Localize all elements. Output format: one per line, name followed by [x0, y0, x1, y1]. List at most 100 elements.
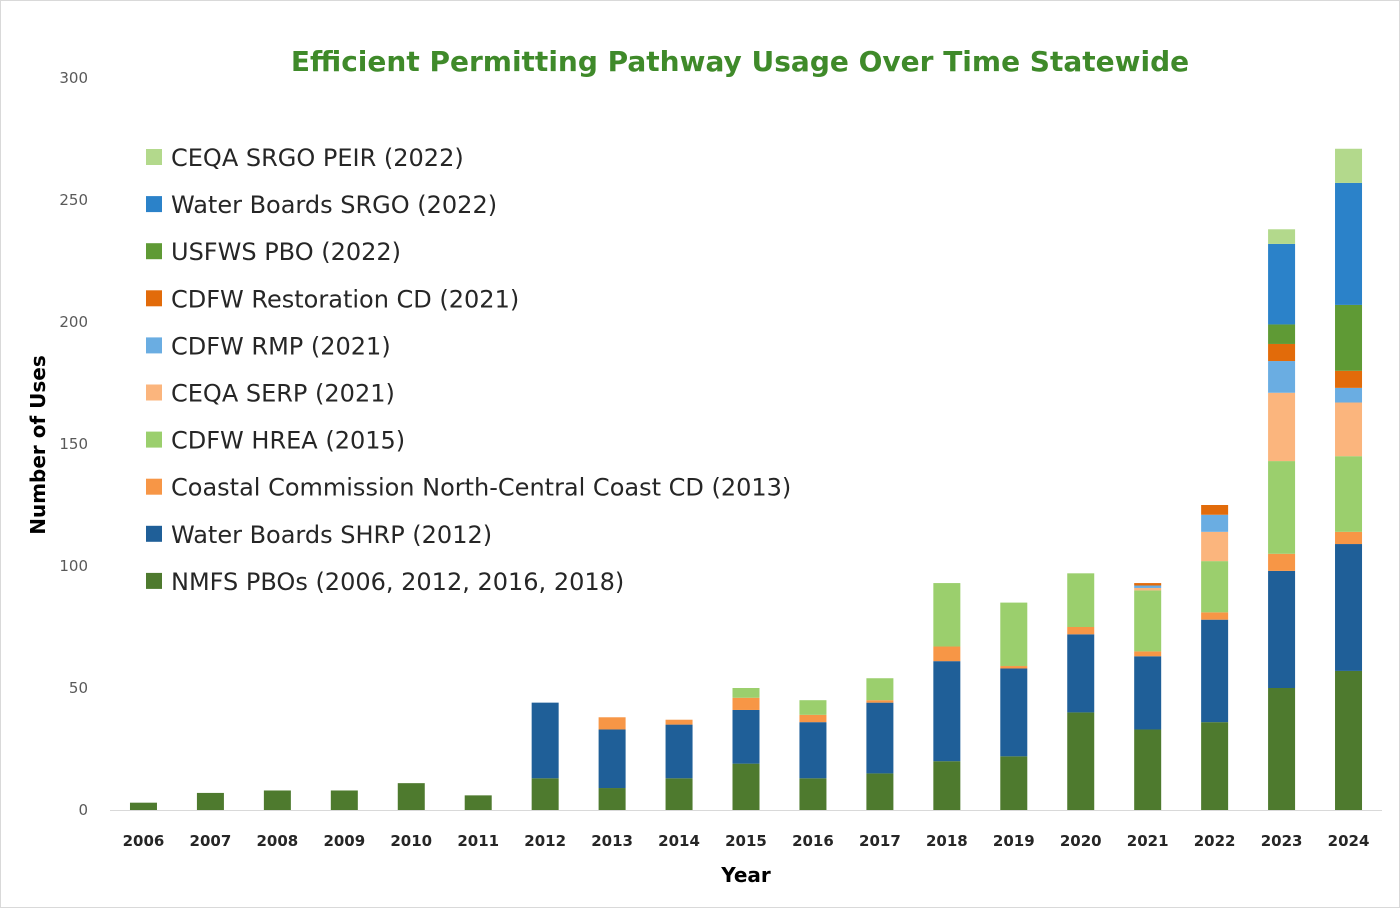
bar-segment-series-3 [665, 719, 693, 725]
legend-label: Coastal Commission North-Central Coast C… [171, 474, 791, 502]
bar-stack-2017 [866, 678, 894, 810]
bar-segment-series-3 [1268, 553, 1296, 571]
legend-label: NMFS PBOs (2006, 2012, 2016, 2018) [171, 568, 624, 596]
x-tick-label: 2006 [123, 832, 165, 850]
bar-segment-series-4 [799, 700, 827, 715]
x-tick-label: 2009 [323, 832, 365, 850]
bar-segment-series-1 [397, 783, 425, 810]
bar-segment-series-1 [263, 790, 291, 810]
bar-segment-series-4 [866, 678, 894, 701]
bar-segment-series-2 [665, 724, 693, 779]
bar-segment-series-6 [1201, 514, 1229, 532]
y-tick-label: 250 [59, 191, 88, 209]
bar-segment-series-1 [464, 795, 492, 810]
bar-segment-series-3 [1134, 651, 1162, 657]
bar-segment-series-5 [1134, 587, 1162, 591]
bar-stack-2018 [933, 583, 961, 810]
legend-item: Water Boards SRGO (2022) [146, 191, 497, 219]
legend-swatch [146, 478, 162, 495]
bar-segment-series-1 [665, 778, 693, 810]
bar-segment-series-1 [866, 773, 894, 810]
bar-segment-series-1 [799, 778, 827, 810]
bar-segment-series-4 [1335, 456, 1363, 532]
legend-label: Water Boards SHRP (2012) [171, 521, 492, 549]
legend-label: Water Boards SRGO (2022) [171, 191, 497, 219]
legend-swatch [146, 384, 162, 401]
bar-segment-series-3 [799, 714, 827, 723]
legend-item: CDFW RMP (2021) [146, 332, 391, 360]
bar-segment-series-9 [1268, 243, 1296, 325]
bar-segment-series-7 [1268, 343, 1296, 362]
bar-stack-2024 [1335, 148, 1363, 810]
bar-segment-series-1 [531, 778, 559, 810]
legend-label: CDFW HREA (2015) [171, 427, 405, 455]
bar-segment-series-1 [1067, 712, 1095, 810]
bar-segment-series-4 [1268, 461, 1296, 554]
bar-segment-series-2 [1000, 668, 1028, 757]
bar-segment-series-5 [1268, 392, 1296, 462]
legend-swatch [146, 290, 162, 307]
bar-segment-series-1 [196, 792, 224, 810]
legend-item: Water Boards SHRP (2012) [146, 521, 492, 549]
y-tick-label: 200 [59, 313, 88, 331]
legend-swatch [146, 431, 162, 448]
legend: CEQA SRGO PEIR (2022) Water Boards SRGO (… [146, 144, 791, 596]
bar-segment-series-10 [1335, 148, 1363, 183]
bar-segment-series-1 [933, 761, 961, 810]
bar-stacks [129, 148, 1363, 810]
bar-stack-2016 [799, 700, 827, 810]
bar-segment-series-1 [732, 763, 760, 810]
x-tick-label: 2014 [658, 832, 700, 850]
bar-stack-2012 [531, 702, 559, 810]
bar-segment-series-2 [933, 661, 961, 762]
bar-stack-2009 [330, 790, 358, 810]
bar-segment-series-1 [129, 802, 157, 810]
legend-item: USFWS PBO (2022) [146, 238, 401, 266]
bar-segment-series-7 [1201, 505, 1229, 515]
x-tick-label: 2020 [1060, 832, 1102, 850]
bar-stack-2015 [732, 688, 760, 810]
bar-segment-series-10 [1268, 229, 1296, 244]
bar-segment-series-4 [1000, 602, 1028, 667]
bar-segment-series-2 [1134, 656, 1162, 730]
legend-label: CEQA SRGO PEIR (2022) [171, 144, 464, 172]
bar-stack-2008 [263, 790, 291, 810]
x-tick-label: 2008 [256, 832, 298, 850]
bar-stack-2022 [1201, 505, 1229, 810]
bar-segment-series-3 [732, 697, 760, 710]
x-tick-label: 2017 [859, 832, 901, 850]
y-tick-label: 300 [59, 69, 88, 87]
bar-segment-series-7 [1134, 583, 1162, 586]
bar-segment-series-7 [1335, 370, 1363, 388]
bar-stack-2023 [1268, 229, 1296, 810]
y-tick-label: 50 [69, 679, 88, 697]
x-tick-label: 2023 [1261, 832, 1303, 850]
bar-segment-series-1 [330, 790, 358, 810]
bar-stack-2020 [1067, 573, 1095, 810]
bar-segment-series-3 [866, 700, 894, 703]
bar-segment-series-5 [1201, 531, 1229, 562]
x-tick-label: 2019 [993, 832, 1035, 850]
x-tick-label: 2016 [792, 832, 834, 850]
x-tick-label: 2011 [457, 832, 499, 850]
legend-label: USFWS PBO (2022) [171, 238, 401, 266]
bar-segment-series-1 [598, 788, 626, 810]
bar-stack-2014 [665, 719, 693, 810]
legend-item: CEQA SRGO PEIR (2022) [146, 144, 464, 172]
x-tick-label: 2012 [524, 832, 566, 850]
bar-segment-series-8 [1268, 324, 1296, 344]
bar-segment-series-2 [1067, 634, 1095, 713]
bar-segment-series-1 [1335, 670, 1363, 810]
legend-swatch [146, 149, 162, 165]
legend-swatch [146, 196, 162, 213]
bar-segment-series-4 [1067, 573, 1095, 627]
bar-stack-2010 [397, 783, 425, 810]
x-tick-label: 2022 [1194, 832, 1236, 850]
x-axis-title: Year [720, 863, 771, 887]
legend-item: CDFW HREA (2015) [146, 427, 405, 455]
legend-item: CDFW Restoration CD (2021) [146, 285, 519, 313]
bar-segment-series-9 [1335, 182, 1363, 305]
x-tick-label: 2007 [190, 832, 232, 850]
bar-stack-2007 [196, 792, 224, 810]
